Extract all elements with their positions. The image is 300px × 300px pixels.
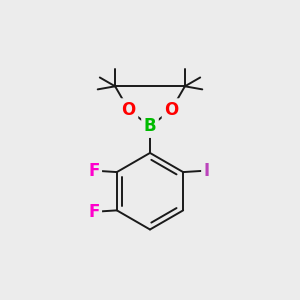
Text: B: B (144, 117, 156, 135)
Text: I: I (204, 162, 210, 180)
Text: F: F (88, 203, 100, 221)
Text: O: O (164, 101, 178, 119)
Text: O: O (122, 101, 136, 119)
Text: F: F (88, 162, 100, 180)
